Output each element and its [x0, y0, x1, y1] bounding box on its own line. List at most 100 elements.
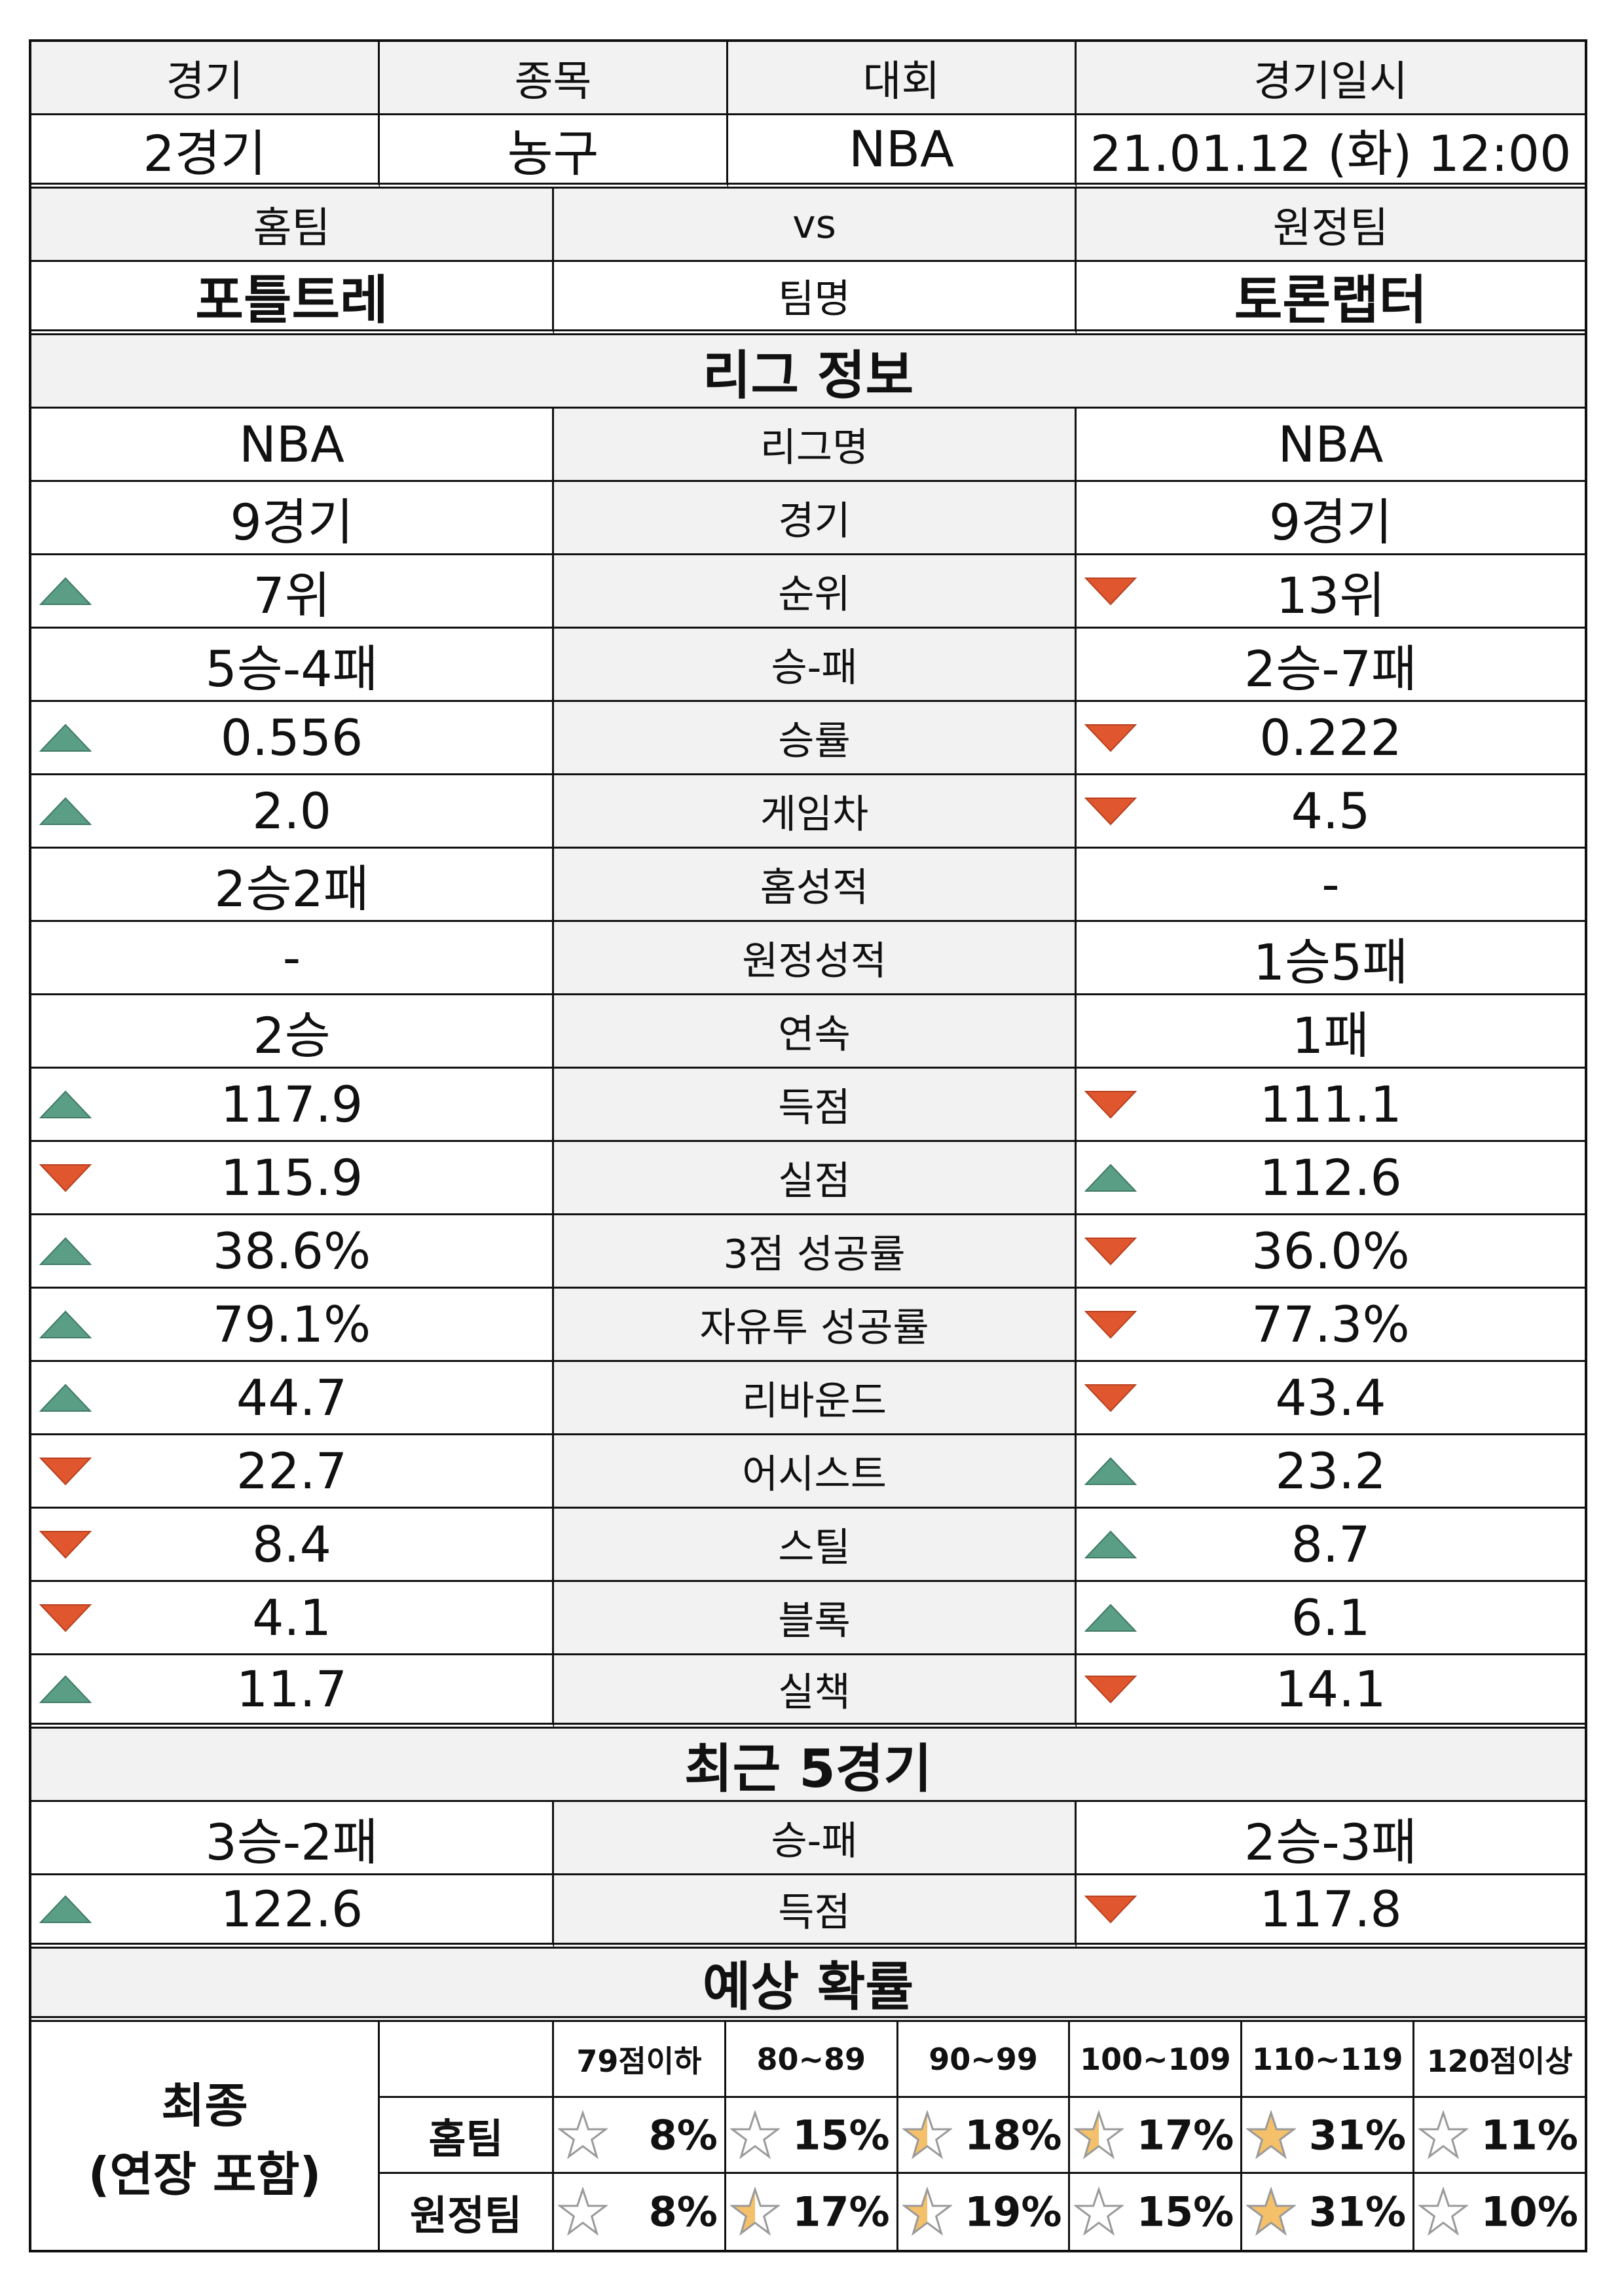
range-header: 90~99: [898, 2022, 1071, 2098]
away-stat-text: 1승5패: [1253, 932, 1409, 991]
star-empty-icon: [558, 2187, 608, 2236]
star-empty-icon: [1418, 2110, 1469, 2159]
stat-row: 2승 연속 1패: [31, 995, 1585, 1069]
prob-cell: 8%: [554, 2174, 726, 2250]
home-stat-value: 44.7: [31, 1362, 554, 1435]
away-stat-value: 1패: [1077, 995, 1585, 1069]
team-name-label: 팀명: [554, 262, 1077, 335]
home-stat-text: 115.9: [220, 1148, 363, 1207]
stat-label: 3점 성공률: [554, 1215, 1077, 1289]
prob-percent: 31%: [1308, 2111, 1407, 2159]
home-stat-text: 0.556: [220, 708, 363, 767]
stat-row: 115.9 실점 112.6: [31, 1142, 1585, 1215]
up-arrow-icon: [39, 577, 92, 605]
down-arrow-icon: [1084, 1310, 1137, 1338]
away-stat-text: NBA: [1278, 415, 1384, 473]
probability-table: 최종 (연장 포함) 홈팀 원정팀 79점이하 80~89 90~99 100~109…: [31, 2022, 1585, 2250]
home-stat-value: 9경기: [31, 482, 554, 555]
stat-label: 스틸: [554, 1509, 1077, 1582]
away-stat-text: 23.2: [1275, 1442, 1386, 1500]
stat-row: 2.0 게임차 4.5: [31, 775, 1585, 849]
down-arrow-icon: [1084, 1237, 1137, 1265]
match-info-sheet: 경기 종목 대회 경기일시 2경기 농구 NBA 21.01.12 (화) 12…: [29, 39, 1587, 2252]
away-stat-value: NBA: [1077, 409, 1585, 482]
away-stat-text: 112.6: [1259, 1148, 1402, 1207]
prob-cell: 10%: [1414, 2174, 1585, 2250]
down-arrow-icon: [39, 1530, 92, 1558]
team-label-column: 홈팀 원정팀: [380, 2022, 554, 2250]
up-arrow-icon: [39, 1090, 92, 1118]
recent-section-title-row: 최근 5경기: [31, 1729, 1585, 1802]
prob-cell: 31%: [1242, 2174, 1415, 2250]
home-stat-text: 38.6%: [212, 1222, 371, 1280]
star-half-icon: [902, 2187, 952, 2236]
home-stat-value: 115.9: [31, 1142, 554, 1215]
away-stat-text: 9경기: [1268, 492, 1393, 551]
stat-label: 자유투 성공률: [554, 1289, 1077, 1362]
away-stat-text: 0.222: [1259, 708, 1402, 767]
away-stat-text: 8.7: [1291, 1515, 1371, 1573]
away-stat-text: 2승-3패: [1244, 1812, 1417, 1871]
final-label-line2: (연장 포함): [88, 2147, 322, 2202]
away-stat-value: 4.5: [1077, 775, 1585, 849]
away-stat-text: 6.1: [1291, 1588, 1371, 1647]
away-stat-value: 0.222: [1077, 702, 1585, 775]
stat-label: 득점: [554, 1069, 1077, 1142]
header-value-sport: 농구: [380, 115, 728, 189]
home-stat-value: 4.1: [31, 1582, 554, 1655]
prob-cell: 19%: [898, 2174, 1071, 2250]
star-half-icon: [729, 2187, 780, 2236]
home-stat-text: 22.7: [236, 1442, 348, 1500]
home-team-label: 홈팀: [31, 189, 554, 262]
prob-percent: 17%: [1136, 2111, 1234, 2159]
away-stat-value: 111.1: [1077, 1069, 1585, 1142]
away-stat-text: 1패: [1291, 1006, 1370, 1065]
home-stat-value: 38.6%: [31, 1215, 554, 1289]
stat-label: 순위: [554, 555, 1077, 629]
home-stat-text: 122.6: [220, 1880, 363, 1938]
range-header-row: 79점이하 80~89 90~99 100~109 110~119 120점이상: [554, 2022, 1585, 2098]
team-name-row: 포틀트레 팀명 토론랩터: [31, 262, 1585, 335]
down-arrow-icon: [39, 1604, 92, 1632]
header-value-game: 2경기: [31, 115, 380, 189]
home-team-name: 포틀트레: [31, 262, 554, 335]
home-stat-text: NBA: [239, 415, 344, 473]
range-header: 79점이하: [554, 2022, 726, 2098]
stat-row: 44.7 리바운드 43.4: [31, 1362, 1585, 1435]
away-stat-value: 77.3%: [1077, 1289, 1585, 1362]
team-label-row: 홈팀 vs 원정팀: [31, 189, 1585, 262]
home-stat-text: -: [282, 928, 301, 987]
stat-label: 경기: [554, 482, 1077, 555]
home-stat-value: 117.9: [31, 1069, 554, 1142]
prob-cell: 15%: [726, 2098, 898, 2174]
prob-cell: 11%: [1414, 2098, 1585, 2174]
down-arrow-icon: [1084, 724, 1137, 752]
stat-row: 4.1 블록 6.1: [31, 1582, 1585, 1655]
prob-away-label: 원정팀: [409, 2192, 523, 2239]
away-stat-text: 4.5: [1291, 782, 1371, 840]
star-empty-icon: [1418, 2187, 1469, 2236]
empty-corner: [380, 2022, 552, 2098]
stat-row: NBA 리그명 NBA: [31, 409, 1585, 482]
probability-section-title: 예상 확률: [31, 1949, 1585, 2022]
away-stat-value: 2승-3패: [1077, 1802, 1585, 1875]
final-label: 최종 (연장 포함): [31, 2022, 380, 2250]
header-value-league: NBA: [728, 115, 1077, 189]
away-stat-text: 111.1: [1259, 1075, 1402, 1133]
home-stat-value: 8.4: [31, 1509, 554, 1582]
prob-cell: 31%: [1242, 2098, 1415, 2174]
home-stat-text: 11.7: [236, 1660, 348, 1718]
away-stat-value: 1승5패: [1077, 922, 1585, 995]
home-stat-text: 2.0: [252, 782, 331, 840]
prob-percent: 10%: [1481, 2188, 1578, 2236]
stat-label: 승-패: [554, 1802, 1077, 1875]
stat-row: 5승-4패 승-패 2승-7패: [31, 629, 1585, 702]
star-half-icon: [1074, 2110, 1124, 2159]
home-stat-value: 2.0: [31, 775, 554, 849]
away-stat-value: 14.1: [1077, 1655, 1585, 1729]
down-arrow-icon: [1084, 577, 1137, 605]
recent-section-title: 최근 5경기: [31, 1729, 1585, 1802]
home-stat-text: 3승-2패: [205, 1812, 378, 1871]
away-stat-text: 43.4: [1275, 1368, 1386, 1427]
stat-label: 어시스트: [554, 1435, 1077, 1509]
